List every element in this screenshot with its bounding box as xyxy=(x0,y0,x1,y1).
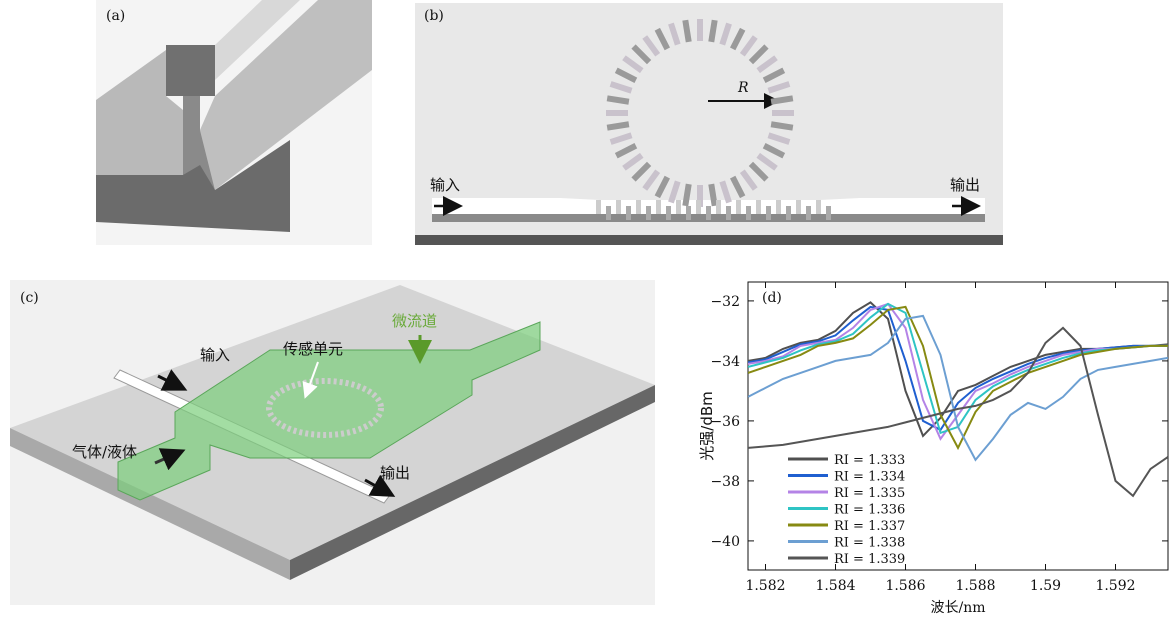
grating-tooth xyxy=(716,200,721,214)
panel-label: (c) xyxy=(20,290,39,306)
input-label: 输入 xyxy=(200,346,230,364)
panel-label: (d) xyxy=(762,290,782,306)
ring-tooth xyxy=(607,124,629,127)
radius-label: R xyxy=(737,80,749,96)
page: (a) R 输入 输出 (b) 输入 传感单元 微流道 气体/液体 输出 (c) xyxy=(0,0,1171,621)
input-label: 输入 xyxy=(430,176,460,194)
grating-tooth xyxy=(786,206,791,220)
x-tick-label: 1.592 xyxy=(1095,578,1135,594)
sensor-label: 传感单元 xyxy=(283,340,343,358)
grating-tooth xyxy=(746,206,751,220)
y-tick-label: −32 xyxy=(710,294,740,310)
y-tick-label: −40 xyxy=(710,534,740,550)
grating-tooth xyxy=(636,200,641,214)
grating-tooth xyxy=(796,200,801,214)
grating-tooth xyxy=(756,200,761,214)
grating-tooth xyxy=(806,206,811,220)
grating-tooth xyxy=(616,200,621,214)
grating-tooth xyxy=(696,200,701,214)
y-tick-label: −36 xyxy=(710,414,740,430)
panel-label: (a) xyxy=(106,8,125,24)
panel-c: 输入 传感单元 微流道 气体/液体 输出 (c) xyxy=(10,280,655,605)
grating-tooth xyxy=(606,206,611,220)
grating-tooth xyxy=(676,200,681,214)
legend-label: RI = 1.334 xyxy=(834,470,905,485)
grating-tooth xyxy=(646,206,651,220)
panel-b: R 输入 输出 (b) xyxy=(415,3,1003,245)
ring-tooth xyxy=(685,20,688,42)
ring-tooth xyxy=(607,98,629,101)
x-tick-label: 1.588 xyxy=(955,578,995,594)
output-label: 输出 xyxy=(950,176,980,194)
pillar xyxy=(166,45,215,96)
grating-tooth xyxy=(596,200,601,214)
ring-tooth xyxy=(771,98,793,101)
ring-tooth xyxy=(685,184,688,206)
y-tick-label: −38 xyxy=(710,474,740,490)
legend-label: RI = 1.339 xyxy=(834,552,905,567)
x-tick-label: 1.584 xyxy=(815,578,855,594)
grating-tooth xyxy=(726,206,731,220)
legend-label: RI = 1.336 xyxy=(834,503,905,518)
ring-tooth xyxy=(711,184,714,206)
panel-d: (d) 波长/nm 光强/dBm xyxy=(698,282,1168,616)
panel-a: (a) xyxy=(96,0,372,245)
grating-tooth xyxy=(686,206,691,220)
grating-tooth xyxy=(736,200,741,214)
output-label: 输出 xyxy=(380,464,410,482)
x-axis-label: 波长/nm xyxy=(930,600,985,616)
grating-tooth xyxy=(626,206,631,220)
legend-label: RI = 1.335 xyxy=(834,486,905,501)
y-tick-label: −34 xyxy=(710,354,740,370)
ring-tooth xyxy=(711,20,714,42)
grating-tooth xyxy=(816,200,821,214)
grating-tooth xyxy=(656,200,661,214)
grating-tooth xyxy=(766,206,771,220)
ring-tooth xyxy=(771,124,793,127)
legend-label: RI = 1.333 xyxy=(834,453,905,468)
panel-label: (b) xyxy=(424,8,444,24)
grating-tooth xyxy=(706,206,711,220)
x-tick-label: 1.59 xyxy=(1030,578,1061,594)
channel-label: 微流道 xyxy=(392,312,437,330)
grating-tooth xyxy=(776,200,781,214)
x-tick-label: 1.582 xyxy=(745,578,785,594)
fluid-label: 气体/液体 xyxy=(72,443,137,461)
legend-label: RI = 1.338 xyxy=(834,536,905,551)
x-tick-label: 1.586 xyxy=(885,578,925,594)
legend-label: RI = 1.337 xyxy=(834,519,905,534)
figure: (a) R 输入 输出 (b) 输入 传感单元 微流道 气体/液体 输出 (c) xyxy=(0,0,1171,621)
grating-tooth xyxy=(826,206,831,220)
substrate xyxy=(415,235,1003,245)
grating-tooth xyxy=(666,206,671,220)
